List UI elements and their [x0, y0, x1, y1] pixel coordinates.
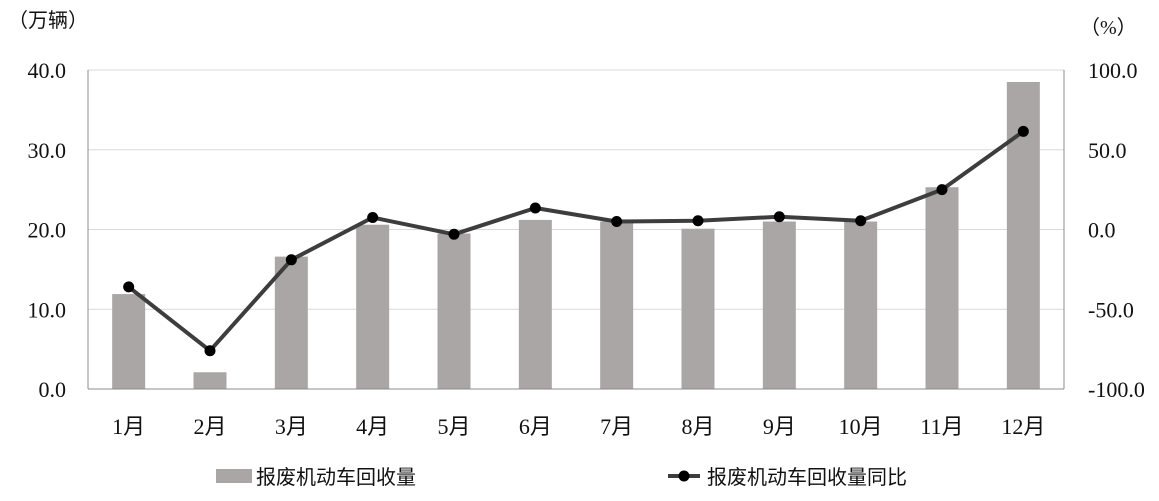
yoy-line: [127, 129, 1025, 353]
left-tick-label: 10.0: [28, 297, 67, 322]
bar: [844, 221, 878, 389]
bar-series: [112, 81, 1040, 390]
legend: 报废机动车回收量 报废机动车回收量同比: [216, 466, 907, 489]
yoy-point: [285, 254, 297, 266]
x-tick-label: 10月: [839, 414, 883, 439]
bar: [274, 256, 308, 389]
x-tick-label: 6月: [519, 414, 552, 439]
bar: [193, 372, 227, 389]
left-tick-label: 30.0: [28, 138, 67, 163]
left-axis-ticks: 0.0 10.0 20.0 30.0 40.0: [28, 58, 67, 402]
right-tick-label: 50.0: [1088, 138, 1127, 163]
x-tick-label: 12月: [1001, 414, 1045, 439]
x-tick-label: 4月: [356, 414, 389, 439]
bar: [681, 228, 715, 389]
right-tick-label: -50.0: [1088, 297, 1134, 322]
bar: [356, 224, 390, 389]
legend-line-label: 报废机动车回收量同比: [707, 466, 907, 489]
x-tick-label: 8月: [681, 414, 714, 439]
yoy-point: [204, 345, 216, 357]
left-axis-unit: （万辆）: [8, 9, 88, 32]
yoy-point: [1017, 125, 1029, 137]
left-tick-label: 20.0: [28, 218, 67, 243]
x-tick-label: 2月: [193, 414, 226, 439]
bar: [925, 187, 959, 389]
right-axis-unit: （%）: [1080, 16, 1137, 39]
bar: [112, 294, 146, 389]
axes: [87, 70, 1065, 390]
gridlines: [88, 69, 1064, 310]
right-axis-ticks: -100.0 -50.0 0.0 50.0 100.0: [1088, 58, 1145, 402]
left-tick-label: 40.0: [28, 58, 67, 83]
legend-line-marker: [678, 470, 690, 482]
yoy-point: [448, 228, 460, 240]
right-tick-label: 0.0: [1088, 218, 1116, 243]
yoy-point: [773, 211, 785, 223]
bar: [600, 221, 634, 389]
x-tick-label: 1月: [112, 414, 145, 439]
left-tick-label: 0.0: [39, 377, 67, 402]
x-tick-label: 9月: [763, 414, 796, 439]
x-tick-label: 3月: [275, 414, 308, 439]
x-axis-ticks: 1月 2月 3月 4月 5月 6月 7月 8月 9月 10月 11月 12月: [112, 414, 1045, 439]
yoy-point: [123, 281, 135, 293]
bar: [518, 219, 552, 389]
yoy-point: [936, 184, 948, 196]
x-tick-label: 7月: [600, 414, 633, 439]
x-tick-label: 11月: [920, 414, 963, 439]
yoy-point: [692, 215, 704, 227]
right-tick-label: -100.0: [1088, 377, 1145, 402]
x-tick-label: 5月: [437, 414, 470, 439]
yoy-point: [529, 202, 541, 214]
bar: [762, 221, 796, 389]
yoy-point: [367, 212, 379, 224]
right-tick-label: 100.0: [1088, 58, 1138, 83]
line-series: [123, 125, 1029, 357]
yoy-point: [611, 216, 623, 228]
yoy-point: [855, 215, 867, 227]
legend-bar-label: 报废机动车回收量: [256, 466, 416, 489]
bar: [437, 233, 471, 389]
legend-bar-swatch: [216, 469, 252, 483]
